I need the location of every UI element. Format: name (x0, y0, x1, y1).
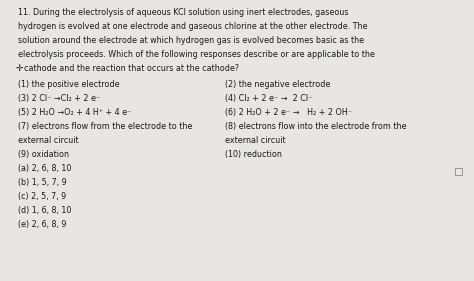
Text: (d) 1, 6, 8, 10: (d) 1, 6, 8, 10 (18, 206, 72, 215)
Text: (6) 2 H₂O + 2 e⁻ →  H₂ + 2 OH⁻: (6) 2 H₂O + 2 e⁻ → H₂ + 2 OH⁻ (225, 108, 352, 117)
Text: hydrogen is evolved at one electrode and gaseous chlorine at the other electrode: hydrogen is evolved at one electrode and… (18, 22, 367, 31)
Text: cathode and the reaction that occurs at the cathode?: cathode and the reaction that occurs at … (24, 64, 239, 73)
Bar (455, 168, 462, 175)
Text: (a) 2, 6, 8, 10: (a) 2, 6, 8, 10 (18, 164, 72, 173)
Text: (c) 2, 5, 7, 9: (c) 2, 5, 7, 9 (18, 192, 66, 201)
Text: 11. During the electrolysis of aqueous KCl solution using inert electrodes, gase: 11. During the electrolysis of aqueous K… (18, 8, 348, 17)
Text: ✛: ✛ (16, 64, 23, 73)
Text: (8) electrons flow into the electrode from the: (8) electrons flow into the electrode fr… (225, 122, 407, 131)
Text: (3) 2 Cl⁻ →Cl₂ + 2 e⁻: (3) 2 Cl⁻ →Cl₂ + 2 e⁻ (18, 94, 100, 103)
Text: (5) 2 H₂O →O₂ + 4 H⁺ + 4 e⁻: (5) 2 H₂O →O₂ + 4 H⁺ + 4 e⁻ (18, 108, 131, 117)
Text: (e) 2, 6, 8, 9: (e) 2, 6, 8, 9 (18, 220, 66, 229)
Text: electrolysis proceeds. Which of the following responses describe or are applicab: electrolysis proceeds. Which of the foll… (18, 50, 375, 59)
Text: (b) 1, 5, 7, 9: (b) 1, 5, 7, 9 (18, 178, 67, 187)
Text: (4) Cl₂ + 2 e⁻ → 2 Cl⁻: (4) Cl₂ + 2 e⁻ → 2 Cl⁻ (225, 94, 312, 103)
Text: external circuit: external circuit (225, 136, 286, 145)
Text: solution around the electrode at which hydrogen gas is evolved becomes basic as : solution around the electrode at which h… (18, 36, 364, 45)
Text: (10) reduction: (10) reduction (225, 150, 282, 159)
Text: (2) the negative electrode: (2) the negative electrode (225, 80, 330, 89)
Text: (1) the positive electrode: (1) the positive electrode (18, 80, 119, 89)
Text: (9) oxidation: (9) oxidation (18, 150, 69, 159)
Text: external circuit: external circuit (18, 136, 79, 145)
Text: (7) electrons flow from the electrode to the: (7) electrons flow from the electrode to… (18, 122, 192, 131)
